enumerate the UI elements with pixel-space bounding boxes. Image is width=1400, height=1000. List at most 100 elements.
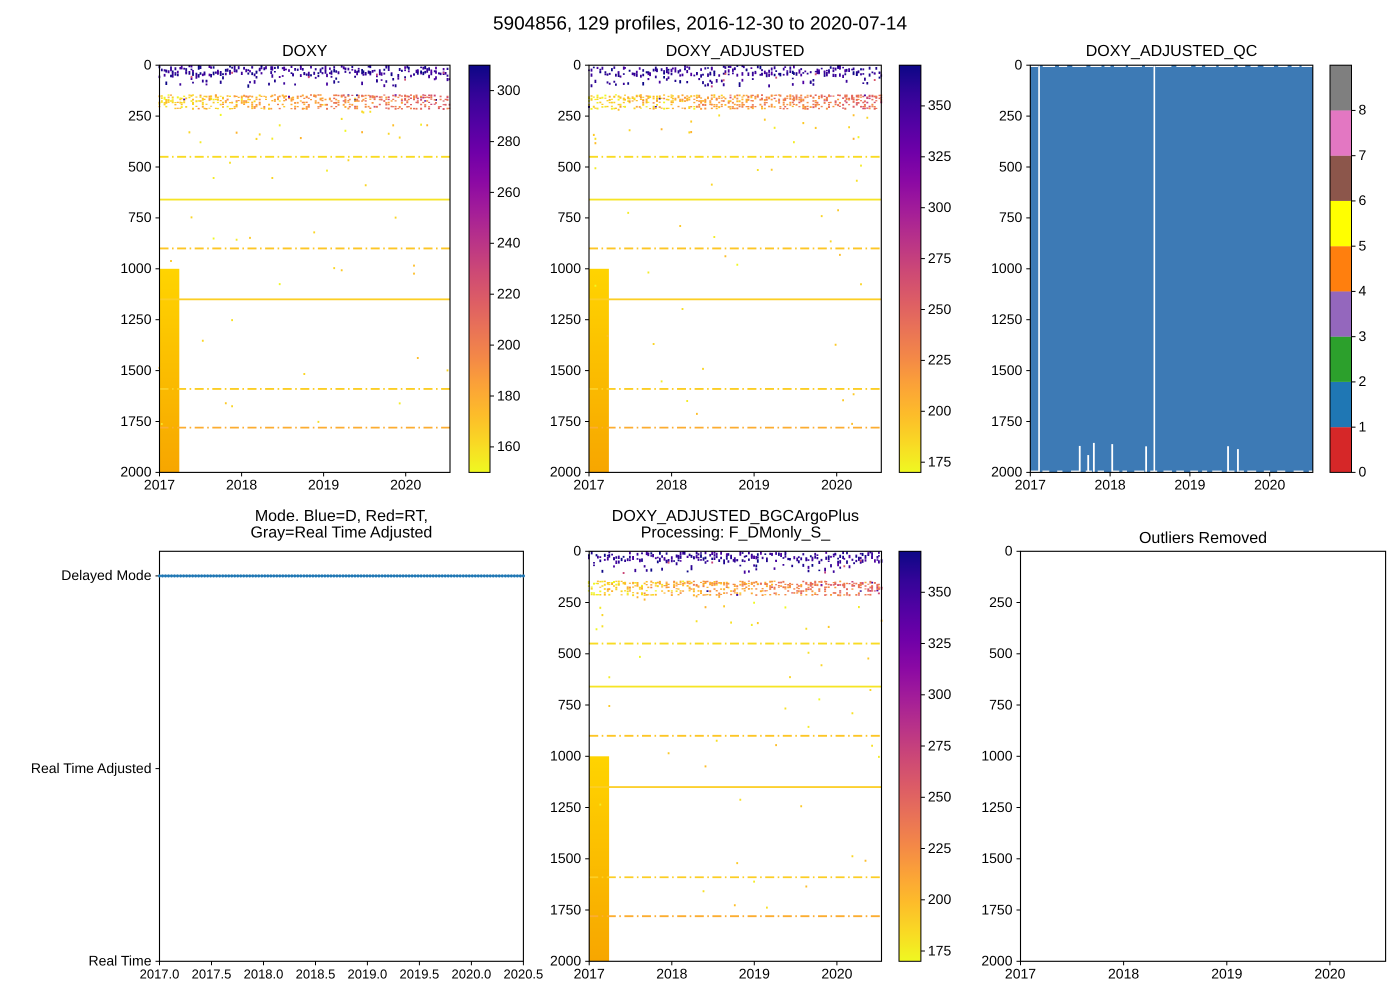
svg-text:250: 250 — [128, 107, 152, 123]
svg-text:4: 4 — [1359, 283, 1367, 299]
svg-text:2020: 2020 — [1314, 965, 1345, 981]
svg-text:2018: 2018 — [656, 965, 687, 981]
svg-text:275: 275 — [928, 250, 952, 266]
svg-text:2017: 2017 — [573, 476, 604, 492]
svg-text:2019: 2019 — [739, 476, 770, 492]
svg-text:180: 180 — [497, 387, 521, 403]
svg-text:0: 0 — [1359, 464, 1367, 480]
svg-text:1750: 1750 — [120, 413, 151, 429]
svg-text:1000: 1000 — [120, 260, 151, 276]
svg-text:275: 275 — [928, 737, 952, 753]
svg-text:DOXY_ADJUSTED_BGCArgoPlus: DOXY_ADJUSTED_BGCArgoPlus — [612, 508, 859, 525]
svg-text:200: 200 — [928, 403, 952, 419]
svg-text:1000: 1000 — [550, 748, 581, 764]
svg-text:350: 350 — [928, 97, 952, 113]
svg-text:750: 750 — [999, 209, 1023, 225]
svg-text:DOXY_ADJUSTED_QC: DOXY_ADJUSTED_QC — [1086, 43, 1258, 60]
svg-text:250: 250 — [989, 594, 1013, 610]
svg-text:Gray=Real Time Adjusted: Gray=Real Time Adjusted — [250, 524, 432, 541]
svg-text:Processing: F_DMonly_S_: Processing: F_DMonly_S_ — [641, 524, 832, 541]
svg-text:Delayed Mode: Delayed Mode — [61, 567, 151, 583]
svg-text:250: 250 — [928, 301, 952, 317]
svg-text:2018: 2018 — [656, 476, 687, 492]
svg-text:250: 250 — [558, 594, 582, 610]
svg-text:250: 250 — [558, 107, 582, 123]
svg-text:5904856, 129 profiles, 2016-12: 5904856, 129 profiles, 2016-12-30 to 202… — [493, 14, 908, 35]
svg-text:1250: 1250 — [981, 799, 1012, 815]
svg-text:DOXY: DOXY — [282, 43, 328, 60]
svg-text:Mode. Blue=D, Red=RT,: Mode. Blue=D, Red=RT, — [255, 508, 428, 525]
svg-text:750: 750 — [558, 209, 582, 225]
svg-text:0: 0 — [1015, 57, 1023, 73]
svg-text:1750: 1750 — [550, 901, 581, 917]
svg-text:1250: 1250 — [550, 799, 581, 815]
svg-text:0: 0 — [573, 543, 581, 559]
svg-text:225: 225 — [928, 352, 952, 368]
svg-text:2017: 2017 — [144, 476, 175, 492]
svg-text:2018: 2018 — [226, 476, 257, 492]
svg-text:750: 750 — [558, 696, 582, 712]
svg-text:2020: 2020 — [390, 476, 421, 492]
svg-text:260: 260 — [497, 184, 521, 200]
svg-text:240: 240 — [497, 235, 521, 251]
svg-text:1250: 1250 — [120, 311, 151, 327]
svg-text:2017: 2017 — [1015, 476, 1046, 492]
svg-text:2018.5: 2018.5 — [296, 966, 336, 981]
svg-text:2017: 2017 — [1005, 965, 1036, 981]
svg-text:Outliers Removed: Outliers Removed — [1139, 530, 1267, 547]
svg-text:1000: 1000 — [550, 260, 581, 276]
svg-text:2017.5: 2017.5 — [192, 966, 232, 981]
svg-text:200: 200 — [497, 336, 521, 352]
svg-text:2020: 2020 — [1254, 476, 1285, 492]
svg-text:2020.5: 2020.5 — [504, 966, 544, 981]
svg-text:280: 280 — [497, 133, 521, 149]
svg-text:Real Time Adjusted: Real Time Adjusted — [31, 760, 152, 776]
svg-text:2020: 2020 — [821, 965, 852, 981]
svg-text:1: 1 — [1359, 418, 1367, 434]
svg-text:250: 250 — [928, 789, 952, 805]
svg-text:350: 350 — [928, 584, 952, 600]
svg-text:2019.0: 2019.0 — [348, 966, 388, 981]
svg-text:2017.0: 2017.0 — [140, 966, 180, 981]
svg-text:0: 0 — [144, 57, 152, 73]
svg-text:0: 0 — [1005, 543, 1013, 559]
svg-text:2020: 2020 — [821, 476, 852, 492]
svg-text:500: 500 — [989, 645, 1013, 661]
svg-text:1750: 1750 — [550, 413, 581, 429]
svg-text:2018: 2018 — [1108, 965, 1139, 981]
svg-text:325: 325 — [928, 148, 952, 164]
svg-text:1750: 1750 — [981, 901, 1012, 917]
svg-text:300: 300 — [928, 686, 952, 702]
svg-text:325: 325 — [928, 635, 952, 651]
svg-text:8: 8 — [1359, 102, 1367, 118]
svg-text:1500: 1500 — [550, 850, 581, 866]
svg-text:2019: 2019 — [739, 965, 770, 981]
svg-text:500: 500 — [558, 645, 582, 661]
svg-text:300: 300 — [497, 82, 521, 98]
svg-text:1250: 1250 — [991, 311, 1022, 327]
svg-text:175: 175 — [928, 454, 952, 470]
svg-text:1250: 1250 — [550, 311, 581, 327]
svg-text:1000: 1000 — [991, 260, 1022, 276]
svg-text:7: 7 — [1359, 147, 1367, 163]
svg-text:1500: 1500 — [991, 362, 1022, 378]
svg-text:175: 175 — [928, 942, 952, 958]
svg-text:300: 300 — [928, 199, 952, 215]
svg-text:1750: 1750 — [991, 413, 1022, 429]
svg-text:1500: 1500 — [120, 362, 151, 378]
svg-text:5: 5 — [1359, 237, 1367, 253]
svg-text:2020.0: 2020.0 — [452, 966, 492, 981]
svg-text:DOXY_ADJUSTED: DOXY_ADJUSTED — [666, 43, 805, 60]
svg-text:0: 0 — [573, 57, 581, 73]
svg-text:2018: 2018 — [1095, 476, 1126, 492]
svg-text:2019: 2019 — [308, 476, 339, 492]
svg-text:160: 160 — [497, 438, 521, 454]
svg-text:500: 500 — [999, 158, 1023, 174]
svg-text:200: 200 — [928, 891, 952, 907]
svg-text:220: 220 — [497, 286, 521, 302]
svg-text:2: 2 — [1359, 373, 1367, 389]
svg-text:250: 250 — [999, 107, 1023, 123]
svg-text:2017: 2017 — [574, 965, 605, 981]
svg-text:2019: 2019 — [1174, 476, 1205, 492]
svg-text:750: 750 — [989, 696, 1013, 712]
